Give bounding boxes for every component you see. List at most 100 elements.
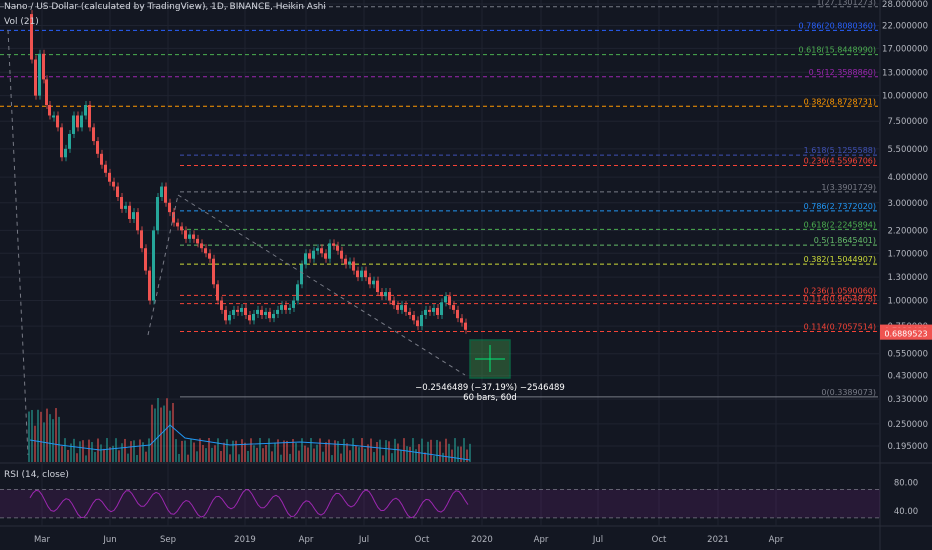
volume-bar [355,445,357,462]
candle-body [240,307,243,312]
candle-body [64,148,67,158]
volume-bar [379,439,381,462]
volume-bar [463,438,465,462]
candle-body [244,307,247,315]
candle-body [276,309,279,314]
volume-bar [343,438,345,462]
volume-bar [319,438,321,462]
volume-bar [448,443,450,462]
candle-body [192,234,195,239]
volume-bar [58,416,60,462]
volume-bar [97,438,99,462]
candle-body [144,248,147,271]
candle-body [328,243,331,259]
candle-body [396,305,399,310]
volume-bar [154,408,156,462]
candle-body [404,305,407,312]
volume-indicator-label: Vol (21) [4,17,39,27]
candle-body [68,133,71,149]
volume-bar [220,451,222,462]
volume-bar [76,453,78,462]
volume-ma-line [29,424,471,461]
candle-body [332,243,335,246]
candles [30,10,467,334]
volume-bar [409,446,411,462]
volume-bar [277,439,279,462]
volume-bar [130,441,132,462]
fib-level-label: 0.5(1.8645401) [814,236,876,245]
candle-body [80,115,83,128]
volume-bar [406,446,408,462]
candle-body [120,197,123,209]
candle-body [252,313,255,321]
fib-level-label: 0.114(0.7057514) [804,323,876,332]
candle-body [184,230,187,239]
candle-body [372,280,375,285]
candle-body [104,164,107,173]
volume-bar [160,407,162,462]
candle-body [88,104,91,128]
volume-bar [334,440,336,462]
price-label-text: 0.6889523 [884,330,927,339]
volume-bar [67,449,69,462]
candle-body [72,115,75,134]
volume-bar [454,438,456,462]
volume-bar [373,452,375,462]
price-tick-label: 1.700000 [887,249,928,259]
candle-body [296,284,299,301]
price-tick-label: 0.250000 [887,420,928,430]
volume-bar [178,453,180,462]
volume-bar [307,447,309,462]
volume-bar [403,438,405,462]
volume-bar [397,443,399,462]
rsi-tick-label: 40.00 [894,507,918,517]
price-label-box [880,327,932,340]
volume-bar [37,409,39,462]
volume-bar [139,439,141,462]
candle-body [216,284,219,301]
time-tick-label: 2021 [707,535,729,545]
volume-bar [91,442,93,462]
volume-bar [214,445,216,462]
volume-bar [280,454,282,462]
volume-bar [328,439,330,462]
volume-bar [439,441,441,462]
volume-bar [430,439,432,462]
volume-bar [241,439,243,462]
candle-body [45,79,48,105]
fib-level-label: 0.618(2.2245894) [804,220,876,229]
candle-body [52,115,55,118]
fib-level-label: 0.382(8.8728731) [804,97,876,106]
volume-bar [226,439,228,462]
volume-bar [457,446,459,462]
candle-body [100,153,103,165]
time-tick-label: Apr [299,535,314,545]
fib-level-label: 0.114(0.9654878) [804,295,876,304]
candle-body [420,314,423,327]
candle-body [388,292,391,301]
candle-body [268,311,271,319]
candle-body [204,248,207,254]
candle-body [124,205,127,209]
price-tick-label: 13.000000 [882,68,928,78]
candle-body [304,253,307,265]
candle-body [464,322,467,330]
volume-bar [247,450,249,462]
candle-body [392,300,395,306]
candle-body [260,309,263,315]
price-tick-label: 10.000000 [882,92,928,102]
candle-body [448,296,451,306]
candle-body [340,250,343,259]
volume-bar [103,448,105,462]
volume-bar [337,441,339,462]
volume-bar [421,438,423,462]
candle-body [444,296,447,303]
candle-body [42,53,45,80]
volume-bar [442,452,444,462]
candle-body [76,115,79,128]
volume-bar [298,450,300,462]
volume-bar [310,438,312,462]
candle-body [424,309,427,315]
volume-bar [286,440,288,462]
